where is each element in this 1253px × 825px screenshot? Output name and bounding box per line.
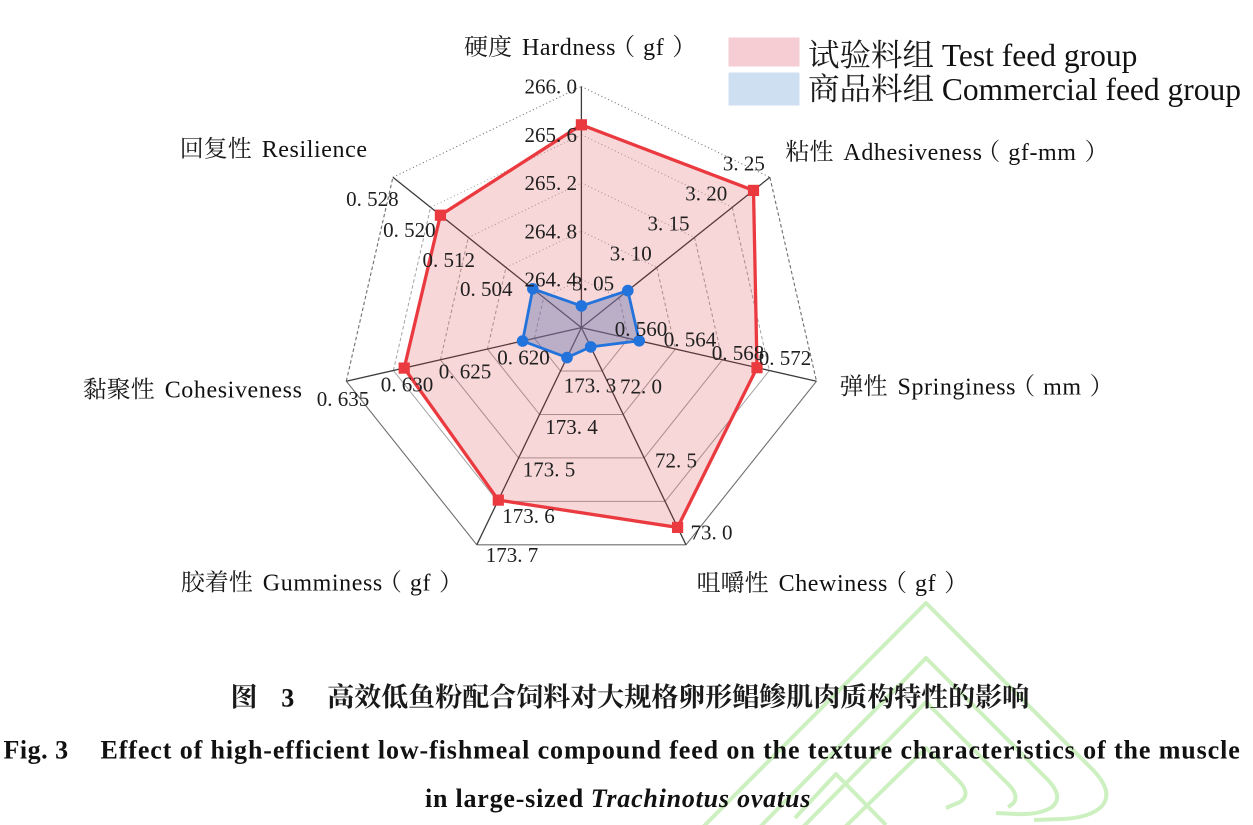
svg-text:173. 4: 173. 4 [545, 415, 598, 439]
svg-text:Springiness: Springiness [898, 374, 1017, 400]
svg-text:0. 504: 0. 504 [460, 277, 513, 301]
svg-text:Hardness: Hardness [522, 35, 616, 61]
svg-text:0. 560: 0. 560 [615, 317, 668, 341]
svg-text:73. 0: 73. 0 [691, 521, 733, 545]
svg-text:3. 25: 3. 25 [723, 152, 765, 176]
svg-text:Adhesiveness: Adhesiveness [843, 140, 982, 166]
svg-text:264. 4: 264. 4 [525, 268, 578, 292]
svg-text:Fig. 3: Fig. 3 [4, 736, 69, 765]
svg-text:Commercial feed group: Commercial feed group [942, 72, 1241, 107]
svg-text:gf: gf [410, 570, 431, 596]
svg-text:gf: gf [915, 571, 936, 597]
svg-text:Trachinotus ovatus: Trachinotus ovatus [591, 784, 811, 813]
svg-text:266. 0: 266. 0 [525, 75, 578, 99]
svg-text:3. 20: 3. 20 [685, 182, 727, 206]
svg-text:265. 6: 265. 6 [525, 123, 578, 147]
svg-text:0. 564: 0. 564 [664, 328, 717, 352]
svg-text:173. 3: 173. 3 [564, 374, 617, 398]
svg-text:3. 05: 3. 05 [572, 272, 614, 296]
svg-text:0. 625: 0. 625 [439, 360, 492, 384]
svg-text:3. 15: 3. 15 [648, 212, 690, 236]
svg-text:264. 8: 264. 8 [525, 219, 578, 243]
svg-text:gf-mm: gf-mm [1008, 140, 1076, 166]
svg-text:Chewiness: Chewiness [779, 571, 888, 597]
svg-text:Gumminess: Gumminess [263, 570, 383, 596]
svg-text:0. 572: 0. 572 [759, 346, 812, 370]
svg-text:Cohesiveness: Cohesiveness [165, 378, 303, 404]
svg-text:0. 512: 0. 512 [423, 248, 476, 272]
svg-text:0. 520: 0. 520 [383, 218, 436, 242]
svg-text:72. 0: 72. 0 [620, 375, 662, 399]
svg-text:173. 7: 173. 7 [486, 543, 539, 567]
svg-text:173. 6: 173. 6 [502, 504, 555, 528]
svg-text:Test feed group: Test feed group [942, 38, 1137, 73]
svg-text:0. 620: 0. 620 [497, 346, 550, 370]
svg-text:in large-sized: in large-sized [425, 784, 591, 813]
svg-text:gf: gf [643, 35, 664, 61]
svg-text:0. 568: 0. 568 [712, 341, 765, 365]
svg-text:Resilience: Resilience [262, 137, 368, 163]
svg-text:mm: mm [1043, 374, 1082, 400]
svg-text:3. 10: 3. 10 [610, 242, 652, 266]
svg-text:265. 2: 265. 2 [525, 171, 578, 195]
svg-text:3: 3 [281, 683, 294, 712]
svg-text:72. 5: 72. 5 [655, 449, 697, 473]
svg-text:Effect of high-efficient low-f: Effect of high-efficient low-fishmeal co… [101, 736, 1241, 765]
svg-text:0. 630: 0. 630 [381, 373, 434, 397]
svg-text:173. 5: 173. 5 [523, 458, 576, 482]
svg-text:0. 528: 0. 528 [346, 187, 399, 211]
svg-text:0. 635: 0. 635 [317, 387, 370, 411]
